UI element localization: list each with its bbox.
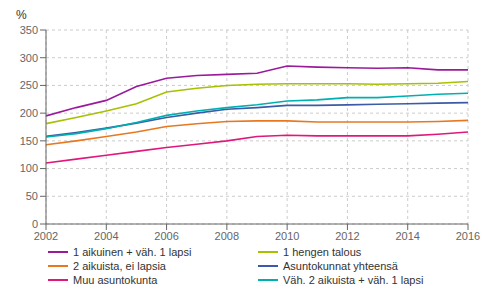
svg-text:250: 250 — [20, 79, 38, 91]
svg-text:2010: 2010 — [275, 230, 299, 242]
html-text:Muu asuntokunta: Muu asuntokunta — [73, 274, 158, 286]
svg-text:150: 150 — [20, 135, 38, 147]
svg-text:2008: 2008 — [215, 230, 239, 242]
svg-text:2004: 2004 — [94, 230, 118, 242]
svg-text:300: 300 — [20, 52, 38, 64]
svg-text:350: 350 — [20, 24, 38, 36]
svg-text:0: 0 — [32, 218, 38, 230]
svg-text:200: 200 — [20, 107, 38, 119]
html-text:1 hengen talous: 1 hengen talous — [283, 246, 362, 258]
html-text:Asuntokunnat yhteensä: Asuntokunnat yhteensä — [283, 260, 398, 272]
svg-text:100: 100 — [20, 162, 38, 174]
html-text:2 aikuista, ei lapsia: 2 aikuista, ei lapsia — [73, 260, 166, 272]
svg-text:2002: 2002 — [34, 230, 58, 242]
html-text:Väh. 2 aikuista + väh. 1 lapsi: Väh. 2 aikuista + väh. 1 lapsi — [283, 274, 424, 286]
svg-text:50: 50 — [26, 190, 38, 202]
svg-text:2016: 2016 — [456, 230, 480, 242]
svg-text:2014: 2014 — [395, 230, 419, 242]
html-text:1 aikuinen + väh. 1 lapsi: 1 aikuinen + väh. 1 lapsi — [73, 246, 192, 258]
svg-text:2006: 2006 — [154, 230, 178, 242]
svg-text:2012: 2012 — [335, 230, 359, 242]
